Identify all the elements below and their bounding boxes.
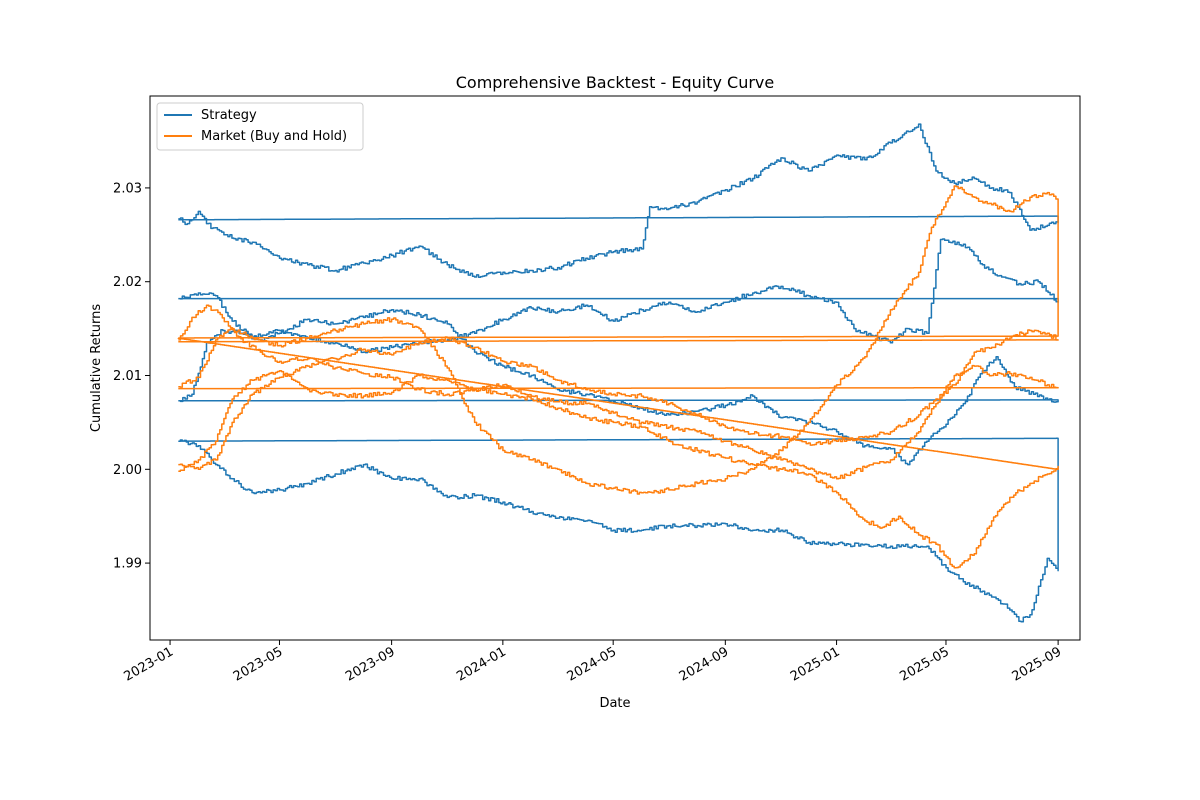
y-tick-label: 2.00 xyxy=(113,463,142,478)
legend-label-strategy: Strategy xyxy=(201,108,257,123)
strategy-series-line-4 xyxy=(178,437,1059,623)
market-series-line-4 xyxy=(178,329,1059,471)
y-axis: 1.99 2.00 2.01 2.02 2.03 xyxy=(113,181,150,572)
chart-title: Comprehensive Backtest - Equity Curve xyxy=(456,73,774,92)
market-series-line-1 xyxy=(177,304,1059,569)
y-axis-label: Cumulative Returns xyxy=(89,304,104,432)
legend-box xyxy=(156,102,364,151)
legend-label-market: Market (Buy and Hold) xyxy=(201,129,347,144)
y-tick-label: 2.03 xyxy=(113,181,142,196)
strategy-series-line-1 xyxy=(178,123,1059,279)
y-tick-label: 2.02 xyxy=(113,275,142,290)
x-axis-label: Date xyxy=(599,696,630,711)
plot-area-frame xyxy=(149,95,1081,641)
market-series-line-2 xyxy=(178,185,1059,495)
series-layer xyxy=(177,123,1059,623)
y-tick-label: 1.99 xyxy=(113,557,142,572)
market-series-line-3 xyxy=(178,364,1059,480)
strategy-series-line-2 xyxy=(178,238,1059,354)
legend: Strategy Market (Buy and Hold) xyxy=(156,102,364,151)
y-tick-label: 2.01 xyxy=(113,369,142,384)
strategy-series-line-3 xyxy=(178,309,1059,466)
